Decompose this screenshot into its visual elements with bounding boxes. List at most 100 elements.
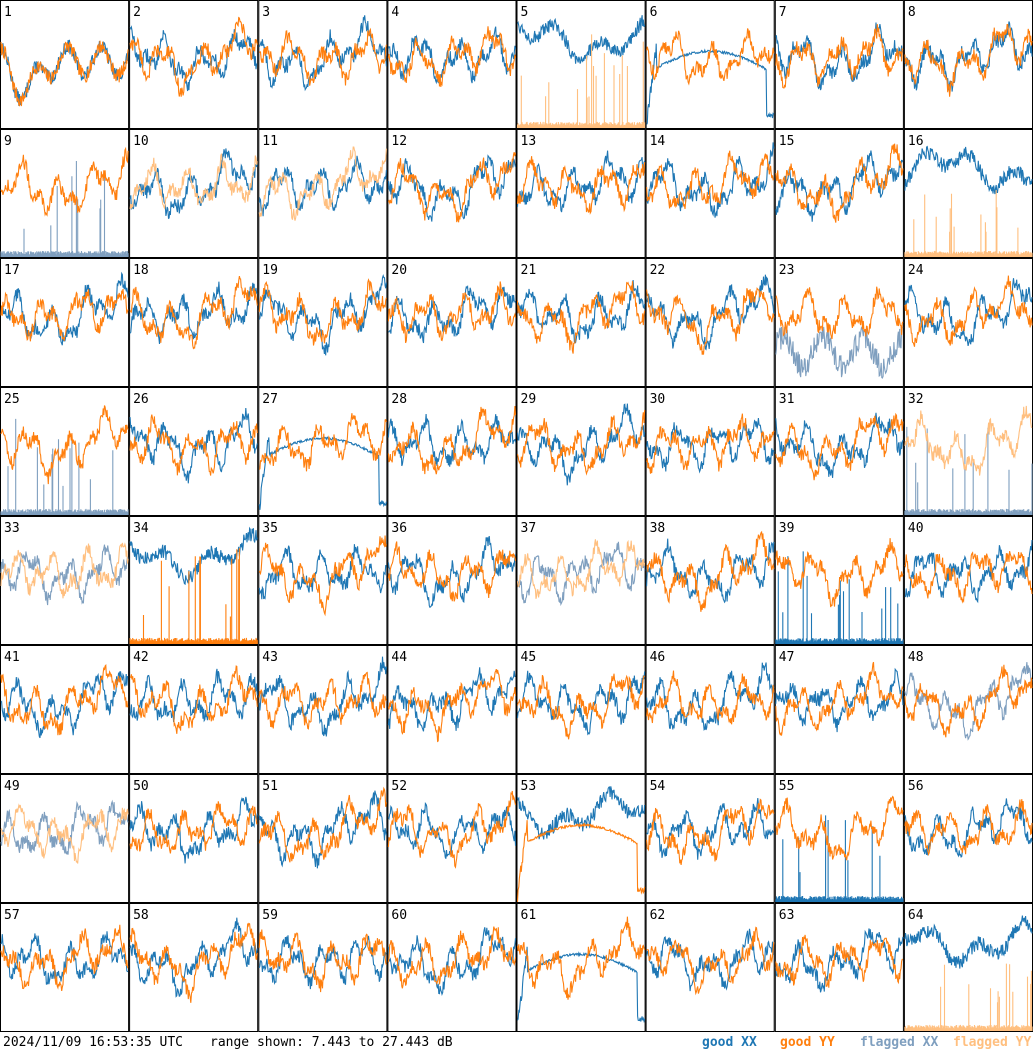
panel-label: 14 [650, 134, 666, 149]
panel-36: 36 [387, 516, 517, 645]
panel-label: 21 [521, 263, 537, 278]
panel-label: 43 [262, 650, 278, 665]
panel-frame [516, 645, 646, 774]
trace-xx-45 [516, 670, 646, 736]
trace-yy-11 [258, 146, 387, 221]
trace-yy-1 [0, 40, 129, 107]
panel-frame [0, 516, 130, 645]
panel-frame [645, 903, 775, 1032]
panel-frame [258, 903, 388, 1032]
trace-xx-30 [646, 418, 775, 474]
panel-14: 14 [645, 129, 775, 258]
panel-label: 25 [4, 392, 20, 407]
panel-frame [258, 645, 388, 774]
panel-frame [774, 903, 904, 1032]
panel-38: 38 [645, 516, 775, 645]
trace-xx-47 [775, 667, 904, 733]
panel-label: 35 [262, 521, 278, 536]
timestamp: 2024/11/09 16:53:35 UTC [3, 1035, 184, 1050]
trace-yy-23 [775, 286, 904, 340]
trace-yy-20 [387, 281, 517, 344]
panel-label: 33 [4, 521, 20, 536]
trace-xx-34 [129, 526, 258, 586]
panel-frame [258, 516, 388, 645]
panel-label: 1 [4, 5, 12, 20]
trace-xx-55 [775, 815, 904, 902]
trace-xx-6 [646, 43, 775, 125]
panel-60: 60 [387, 903, 517, 1032]
panel-frame [516, 774, 646, 903]
panel-label: 12 [391, 134, 407, 149]
legend-good-xx: good XX [702, 1035, 757, 1050]
trace-xx-46 [646, 662, 775, 731]
panel-label: 27 [262, 392, 278, 407]
trace-xx-60 [387, 927, 517, 996]
panel-label: 22 [650, 263, 666, 278]
trace-xx-9 [0, 161, 129, 257]
trace-yy-12 [387, 152, 517, 223]
trace-xx-15 [775, 150, 904, 222]
trace-yy-10 [129, 153, 258, 210]
panel-frame [0, 903, 130, 1032]
panel-label: 16 [908, 134, 924, 149]
panel-label: 41 [4, 650, 20, 665]
panel-30: 30 [645, 387, 775, 516]
panel-frame [903, 645, 1033, 774]
trace-xx-36 [387, 535, 517, 608]
panel-label: 60 [391, 908, 407, 923]
panel-6: 6 [645, 0, 775, 129]
panel-5: 5 [516, 0, 646, 129]
trace-yy-19 [258, 278, 387, 346]
panel-13: 13 [516, 129, 646, 258]
trace-xx-3 [258, 15, 387, 92]
panel-17: 17 [0, 258, 130, 387]
trace-xx-16 [904, 145, 1033, 195]
panel-20: 20 [387, 258, 517, 387]
panel-2: 2 [129, 0, 259, 129]
panel-label: 19 [262, 263, 278, 278]
trace-yy-44 [387, 668, 517, 743]
panel-label: 36 [391, 521, 407, 536]
trace-yy-18 [129, 275, 258, 350]
trace-xx-33 [0, 544, 129, 606]
panel-label: 11 [262, 134, 278, 149]
panel-49: 49 [0, 774, 130, 903]
panel-19: 19 [258, 258, 388, 387]
panel-frame [645, 645, 775, 774]
trace-xx-40 [904, 539, 1033, 604]
panel-frame [129, 129, 259, 258]
panel-label: 17 [4, 263, 20, 278]
trace-xx-2 [129, 25, 258, 92]
trace-xx-18 [129, 281, 258, 345]
panel-label: 18 [133, 263, 149, 278]
panel-frame [129, 645, 259, 774]
panel-40: 40 [903, 516, 1033, 645]
panel-56: 56 [903, 774, 1033, 903]
trace-xx-5 [517, 15, 646, 64]
panel-label: 9 [4, 134, 12, 149]
panel-frame [645, 129, 775, 258]
panel-label: 20 [391, 263, 407, 278]
panel-9: 9 [0, 129, 130, 258]
trace-yy-40 [904, 550, 1033, 604]
panel-label: 4 [391, 5, 399, 20]
trace-xx-59 [258, 935, 387, 990]
panel-32: 32 [903, 387, 1033, 516]
trace-yy-7 [775, 24, 904, 89]
panel-label: 51 [262, 779, 278, 794]
panel-frame [774, 774, 904, 903]
trace-yy-49 [0, 803, 129, 864]
panel-frame [0, 774, 130, 903]
trace-xx-22 [646, 274, 775, 351]
panel-frame [258, 774, 388, 903]
panel-label: 42 [133, 650, 149, 665]
trace-yy-14 [646, 150, 774, 209]
trace-yy-61 [516, 916, 646, 1000]
panel-frame [516, 516, 646, 645]
panel-label: 5 [521, 5, 529, 20]
panel-53: 53 [516, 774, 646, 903]
panel-frame [387, 0, 517, 129]
trace-yy-59 [258, 929, 387, 993]
panel-34: 34 [129, 516, 259, 645]
trace-yy-50 [129, 801, 258, 854]
